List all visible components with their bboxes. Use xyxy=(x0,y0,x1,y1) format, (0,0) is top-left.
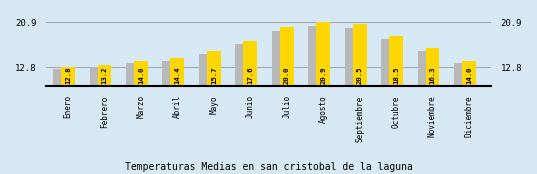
Bar xyxy=(163,61,176,139)
Bar xyxy=(243,41,257,139)
Bar xyxy=(454,63,468,139)
Bar xyxy=(272,31,286,139)
Bar xyxy=(126,63,140,139)
Bar xyxy=(345,28,359,139)
Bar xyxy=(280,27,294,139)
Bar xyxy=(199,54,213,139)
Text: 18.5: 18.5 xyxy=(393,66,399,84)
Text: 20.0: 20.0 xyxy=(284,66,290,84)
Bar xyxy=(308,26,322,139)
Text: 20.5: 20.5 xyxy=(357,66,362,84)
Bar xyxy=(389,35,403,139)
Bar xyxy=(134,61,148,139)
Bar xyxy=(418,50,431,139)
Bar xyxy=(170,58,184,139)
Text: 16.3: 16.3 xyxy=(430,66,436,84)
Text: 14.4: 14.4 xyxy=(175,66,180,84)
Bar xyxy=(462,61,476,139)
Text: 20.9: 20.9 xyxy=(320,66,326,84)
Text: Temperaturas Medias en san cristobal de la laguna: Temperaturas Medias en san cristobal de … xyxy=(125,162,412,172)
Bar xyxy=(381,39,395,139)
Bar xyxy=(53,69,67,139)
Bar xyxy=(98,65,112,139)
Bar xyxy=(353,25,367,139)
Text: 14.0: 14.0 xyxy=(138,66,144,84)
Bar xyxy=(90,67,104,139)
Bar xyxy=(207,51,221,139)
Bar xyxy=(316,22,330,139)
Text: 14.0: 14.0 xyxy=(466,66,472,84)
Bar xyxy=(61,67,75,139)
Bar xyxy=(425,48,439,139)
Bar xyxy=(235,44,249,139)
Text: 17.6: 17.6 xyxy=(247,66,253,84)
Text: 12.8: 12.8 xyxy=(65,66,71,84)
Text: 15.7: 15.7 xyxy=(211,66,217,84)
Text: 13.2: 13.2 xyxy=(101,66,107,84)
